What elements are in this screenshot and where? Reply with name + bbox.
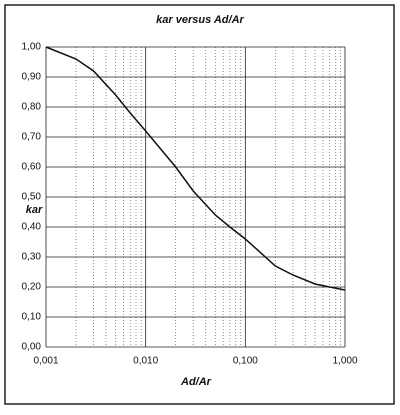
y-tick-label: 0,10 [22, 312, 42, 323]
x-tick-label: 0,100 [233, 356, 258, 367]
line-series [45, 46, 346, 291]
x-tick-label: 0,010 [133, 356, 158, 367]
y-tick-label: 0,70 [22, 132, 42, 143]
y-tick-label: 0,30 [22, 252, 42, 263]
y-tick-label: 0,50 [22, 192, 42, 203]
y-axis-label: kar [26, 204, 43, 216]
x-tick-label: 0,001 [33, 356, 58, 367]
y-tick-label: 0,80 [22, 102, 42, 113]
y-tick-label: 0,90 [22, 72, 42, 83]
y-tick-label: 1,00 [22, 42, 42, 53]
y-tick-label: 0,60 [22, 162, 42, 173]
y-tick-label: 0,00 [22, 342, 42, 353]
chart-title: kar versus Ad/Ar [156, 14, 244, 26]
frame [4, 4, 395, 405]
x-tick-label: 1,000 [332, 356, 357, 367]
y-tick-label: 0,20 [22, 282, 42, 293]
y-tick-label: 0,40 [22, 222, 42, 233]
x-axis-label: Ad/Ar [180, 376, 212, 388]
